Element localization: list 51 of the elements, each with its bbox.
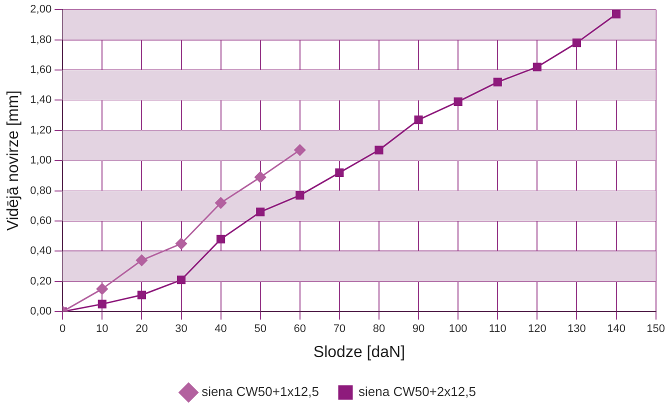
y-tick-label: 1,40 — [30, 94, 52, 106]
point — [176, 238, 187, 250]
x-tick-label: 140 — [607, 323, 626, 336]
y-tick-label: 0,00 — [30, 306, 52, 318]
x-tick-label: 80 — [372, 323, 386, 336]
x-tick-label: 130 — [568, 323, 586, 336]
point — [216, 234, 226, 244]
point — [294, 144, 306, 156]
point — [256, 208, 265, 216]
y-tick-label: 1,20 — [30, 124, 52, 136]
y-tick-label: 1,80 — [30, 34, 52, 46]
x-axis-title: Slodze [daN] — [313, 344, 406, 361]
x-tick-label: 150 — [646, 323, 666, 336]
point — [414, 116, 423, 124]
x-tick-label: 10 — [96, 323, 108, 336]
x-tick-label: 90 — [412, 323, 425, 336]
y-tick-label: 1,00 — [30, 154, 52, 167]
point — [374, 146, 384, 154]
x-tick-label: 50 — [254, 323, 266, 336]
x-tick-label: 0 — [60, 323, 66, 336]
x-tick-label: 60 — [294, 323, 306, 336]
x-tick-label: 20 — [136, 323, 148, 336]
point — [335, 168, 344, 177]
point — [296, 191, 304, 200]
point — [137, 290, 146, 300]
y-tick-label: 0,60 — [30, 215, 52, 228]
point — [254, 171, 266, 183]
point — [532, 62, 542, 72]
point — [176, 276, 186, 284]
x-tick-label: 30 — [175, 323, 188, 336]
legend-label: siena CW50+2x12,5 — [358, 384, 476, 400]
point — [136, 254, 148, 266]
point — [493, 78, 502, 86]
point — [96, 283, 108, 295]
y-tick-label: 0,40 — [30, 245, 52, 258]
y-tick-label: 0,20 — [30, 275, 52, 288]
y-axis-title: Vidējā novirze [mm] — [5, 90, 22, 231]
x-tick-label: 70 — [333, 323, 346, 336]
point — [215, 197, 227, 209]
x-tick-label: 100 — [448, 323, 468, 336]
point — [454, 97, 462, 106]
x-tick-label: 110 — [488, 323, 506, 336]
x-tick-label: 40 — [214, 323, 227, 336]
y-tick-label: 1,60 — [30, 64, 52, 76]
point — [572, 38, 582, 48]
y-tick-label: 2,00 — [30, 4, 52, 16]
y-tick-label: 0,80 — [30, 184, 52, 197]
point — [612, 10, 621, 18]
x-tick-label: 120 — [528, 323, 546, 336]
legend-label: siena CW50+1x12,5 — [202, 384, 320, 400]
point — [98, 300, 106, 308]
